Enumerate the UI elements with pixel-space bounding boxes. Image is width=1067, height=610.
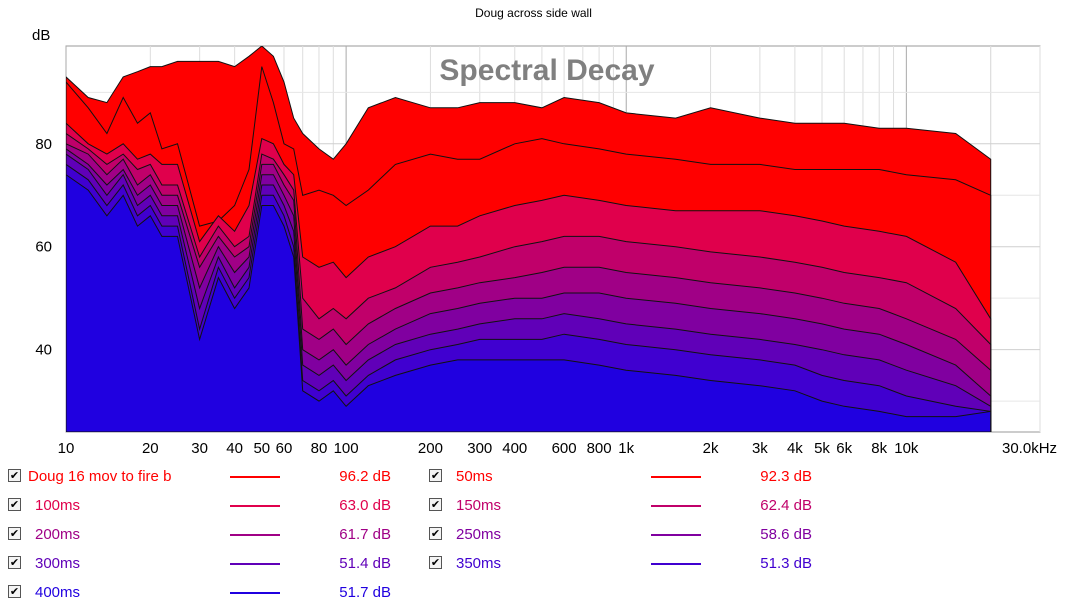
- x-tick-label: 4k: [787, 440, 803, 457]
- x-tick-label: 60: [276, 440, 293, 457]
- x-tick-label: 20: [142, 440, 159, 457]
- x-tick-label: 10k: [894, 440, 919, 457]
- legend-entry: ✔ 150ms 62.4 dB: [429, 497, 829, 517]
- y-tick-label: 60: [35, 239, 52, 256]
- legend-checkbox[interactable]: ✔: [8, 556, 21, 569]
- x-tick-label: 600: [552, 440, 577, 457]
- axis-ticks: 10 20 30 40 50 60 80 100 200 300 400 600 800 1k 2k 3k 4k…: [35, 136, 1057, 457]
- legend-swatch: [651, 534, 701, 536]
- x-tick-label: 30: [191, 440, 208, 457]
- legend-label: 250ms: [456, 526, 502, 543]
- legend-label: 50ms: [456, 468, 493, 485]
- legend-value: 62.4 dB: [760, 497, 812, 514]
- x-tick-label: 2k: [703, 440, 719, 457]
- legend-checkbox[interactable]: ✔: [8, 498, 21, 511]
- legend-checkbox[interactable]: ✔: [8, 469, 21, 482]
- legend-checkbox[interactable]: ✔: [429, 556, 442, 569]
- legend-label: 200ms: [35, 526, 81, 543]
- y-tick-label: 80: [35, 136, 52, 153]
- x-tick-label: 800: [587, 440, 612, 457]
- legend-entry: ✔ 350ms 51.3 dB: [429, 555, 829, 575]
- legend-checkbox[interactable]: ✔: [8, 585, 21, 598]
- legend-label: 300ms: [35, 555, 81, 572]
- x-tick-label: 200: [418, 440, 443, 457]
- x-tick-label: 10: [58, 440, 75, 457]
- legend-value: 51.4 dB: [339, 555, 391, 572]
- series-layer: [66, 46, 992, 432]
- chart-title: Doug across side wall: [475, 6, 592, 20]
- legend-value: 92.3 dB: [760, 468, 812, 485]
- legend-value: 61.7 dB: [339, 526, 391, 543]
- legend-checkbox[interactable]: ✔: [429, 469, 442, 482]
- legend-label: 150ms: [456, 497, 502, 514]
- series-area-400ms: [66, 174, 992, 432]
- x-tick-label: 400: [502, 440, 527, 457]
- x-tick-label: 1k: [618, 440, 634, 457]
- legend-label: Doug 16 mov to fire b: [28, 468, 172, 485]
- legend-entry: ✔ 250ms 58.6 dB: [429, 526, 829, 546]
- x-tick-label: 6k: [836, 440, 852, 457]
- y-axis-label: dB: [32, 27, 50, 44]
- legend-swatch: [651, 563, 701, 565]
- x-tick-label: 50: [253, 440, 270, 457]
- x-tick-label: 30.0kHz: [1002, 440, 1057, 457]
- x-tick-label: 3k: [752, 440, 768, 457]
- legend-swatch: [651, 476, 701, 478]
- legend-value: 63.0 dB: [339, 497, 391, 514]
- legend-label: 350ms: [456, 555, 502, 572]
- legend-label: 400ms: [35, 584, 81, 601]
- legend-entry: ✔ 300ms 51.4 dB: [8, 555, 408, 575]
- legend-checkbox[interactable]: ✔: [429, 498, 442, 511]
- legend-entry: ✔ Doug 16 mov to fire b 96.2 dB: [8, 468, 408, 488]
- legend-label: 100ms: [35, 497, 81, 514]
- legend-entry: ✔ 200ms 61.7 dB: [8, 526, 408, 546]
- legend-value: 58.6 dB: [760, 526, 812, 543]
- legend-value: 51.7 dB: [339, 584, 391, 601]
- legend-swatch: [230, 534, 280, 536]
- legend-swatch: [230, 476, 280, 478]
- x-tick-label: 8k: [871, 440, 887, 457]
- legend-entry: ✔ 400ms 51.7 dB: [8, 584, 408, 604]
- overlay-title: Spectral Decay: [439, 54, 654, 87]
- legend-swatch: [230, 592, 280, 594]
- legend-checkbox[interactable]: ✔: [8, 527, 21, 540]
- legend-checkbox[interactable]: ✔: [429, 527, 442, 540]
- legend-swatch: [651, 505, 701, 507]
- legend-value: 96.2 dB: [339, 468, 391, 485]
- x-tick-label: 300: [467, 440, 492, 457]
- legend-entry: ✔ 50ms 92.3 dB: [429, 468, 829, 488]
- x-tick-label: 80: [311, 440, 328, 457]
- y-tick-label: 40: [35, 342, 52, 359]
- spectral-decay-plot[interactable]: Spectral Decay dB 10 20 30 40 50 60 80 100 200 30…: [0, 0, 1067, 460]
- legend-swatch: [230, 563, 280, 565]
- x-tick-label: 5k: [814, 440, 830, 457]
- legend-swatch: [230, 505, 280, 507]
- x-tick-label: 40: [226, 440, 243, 457]
- legend-value: 51.3 dB: [760, 555, 812, 572]
- x-tick-label: 100: [334, 440, 359, 457]
- legend-entry: ✔ 100ms 63.0 dB: [8, 497, 408, 517]
